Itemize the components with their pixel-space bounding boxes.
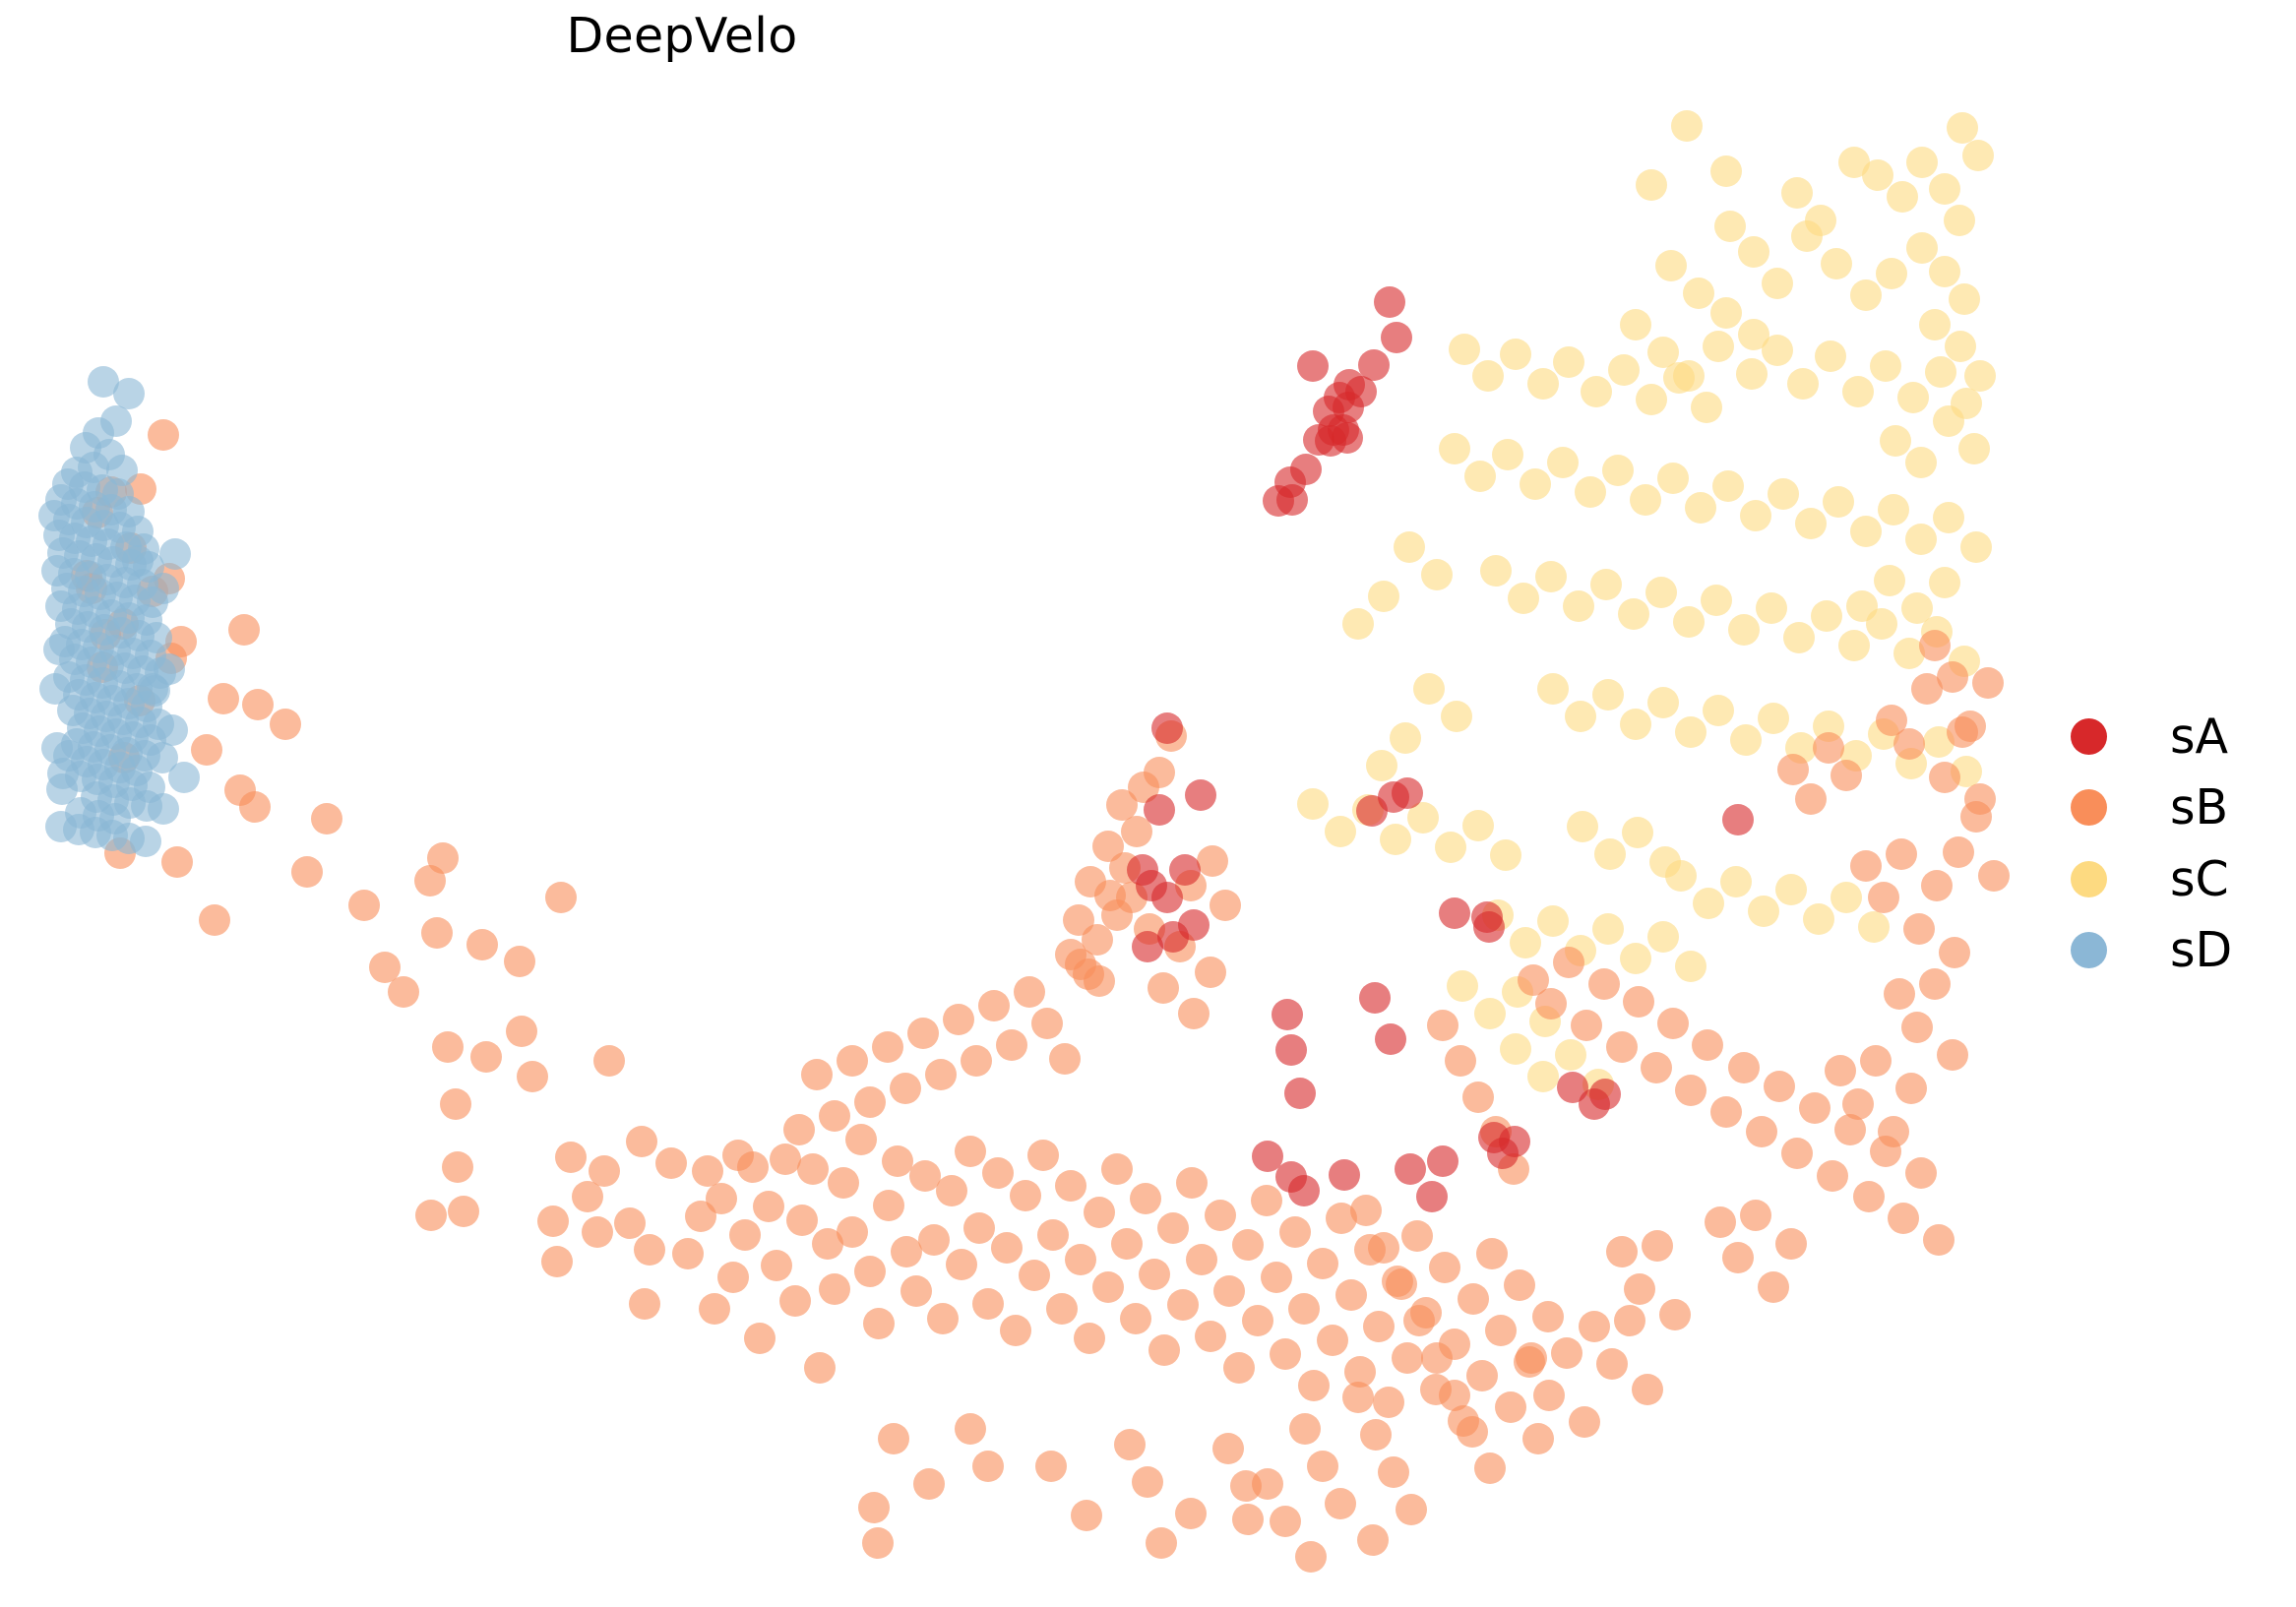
legend-item-sD[interactable]: sD (2059, 915, 2295, 987)
legend-label-sA: sA (2170, 708, 2229, 765)
legend-item-sC[interactable]: sC (2059, 843, 2295, 915)
legend-marker-sB (2071, 789, 2107, 827)
legend-marker-sA (2071, 717, 2107, 755)
legend-item-sA[interactable]: sA (2059, 701, 2295, 773)
legend-marker-sD (2071, 932, 2107, 969)
scatter-series-sC (1297, 110, 1996, 1100)
legend-marker-sC (2071, 860, 2107, 897)
scatter-points-layer (38, 110, 2010, 1573)
legend-label-sD: sD (2170, 922, 2233, 979)
scatter-series-sD (38, 366, 200, 857)
page-title: DeepVelo (566, 8, 798, 64)
legend-label-sB: sB (2170, 779, 2229, 836)
scatter-series-sA (1127, 286, 1754, 1212)
legend-item-sB[interactable]: sB (2059, 773, 2295, 844)
legend: sA sB sC sD (2059, 701, 2295, 986)
legend-label-sC: sC (2170, 850, 2229, 907)
